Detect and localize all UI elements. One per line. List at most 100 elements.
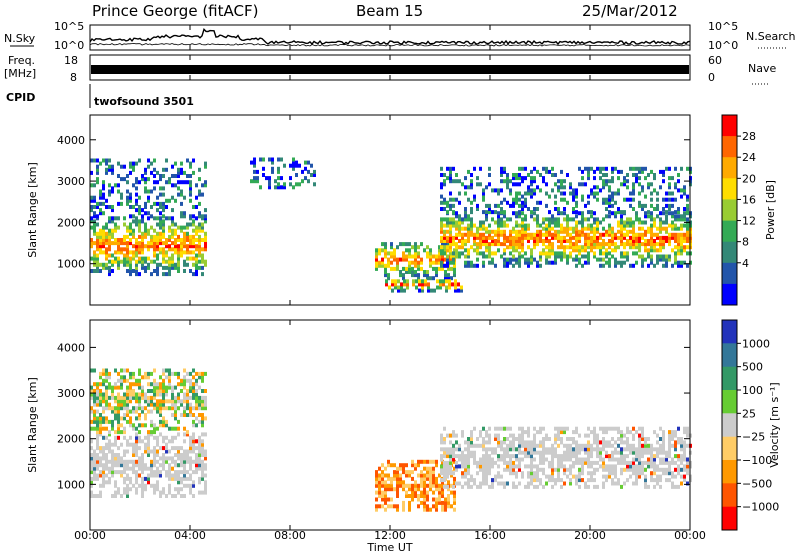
echo-cell — [554, 450, 557, 455]
echo-cell — [99, 395, 102, 400]
nave-right-tick-top: 60 — [708, 54, 722, 67]
echo-cell — [536, 474, 539, 479]
echo-cell — [479, 430, 482, 435]
echo-cell — [111, 259, 114, 264]
echo-cell — [596, 239, 599, 243]
echo-cell — [587, 245, 590, 250]
echo-cell — [512, 471, 515, 476]
echo-cell — [557, 232, 560, 237]
echo-cell — [677, 454, 680, 459]
echo-cell — [114, 442, 117, 447]
echo-cell — [449, 471, 452, 476]
echo-cell — [452, 197, 455, 202]
echo-cell — [198, 228, 201, 233]
echo-cell — [177, 463, 180, 468]
echo-cell — [126, 413, 129, 417]
echo-cell — [668, 460, 671, 465]
echo-cell — [96, 423, 99, 428]
echo-cell — [626, 464, 629, 469]
echo-cell — [581, 248, 584, 253]
echo-cell — [593, 242, 596, 247]
echo-cell — [527, 257, 530, 262]
echo-cell — [171, 231, 174, 236]
echo-cell — [581, 223, 584, 228]
echo-cell — [108, 449, 111, 454]
echo-cell — [650, 254, 653, 259]
echo-cell — [165, 459, 168, 464]
echo-cell — [470, 229, 473, 234]
echo-cell — [581, 211, 584, 216]
echo-cell — [620, 260, 623, 265]
echo-cell — [662, 263, 665, 268]
echo-cell — [530, 457, 533, 462]
echo-cell — [515, 474, 518, 479]
echo-cell — [408, 507, 411, 512]
echo-cell — [629, 229, 632, 234]
echo-cell — [587, 447, 590, 452]
echo-cell — [461, 217, 464, 222]
echo-cell — [147, 435, 150, 440]
echo-cell — [617, 450, 620, 455]
colorbar-tick-label: 500 — [742, 361, 763, 374]
freq-left-label-bottom: [MHz] — [4, 67, 36, 80]
echo-cell — [268, 176, 271, 181]
colorbar-swatch — [722, 366, 737, 391]
echo-cell — [135, 259, 138, 264]
echo-cell — [443, 454, 446, 459]
colorbar-tick-label: −1000 — [742, 501, 779, 514]
echo-cell — [512, 467, 515, 472]
echo-cell — [177, 247, 180, 252]
echo-cell — [623, 235, 626, 240]
echo-cell — [647, 242, 650, 247]
echo-cell — [533, 440, 536, 445]
echo-cell — [503, 426, 506, 431]
echo-cell — [417, 459, 420, 464]
echo-cell — [138, 225, 141, 230]
echo-cell — [144, 222, 147, 227]
echo-cell — [605, 474, 608, 479]
echo-cell — [186, 459, 189, 464]
echo-cell — [686, 426, 689, 431]
echo-cell — [455, 481, 458, 486]
echo-cell — [614, 245, 617, 250]
echo-cell — [512, 229, 515, 234]
echo-cell — [168, 371, 171, 376]
echo-cell — [135, 269, 138, 273]
echo-cell — [105, 238, 108, 242]
echo-cell — [452, 179, 455, 184]
echo-cell — [518, 210, 521, 215]
echo-cell — [449, 447, 452, 452]
echo-cell — [111, 442, 114, 447]
echo-cell — [605, 430, 608, 435]
echo-cell — [503, 239, 506, 243]
echo-cell — [653, 220, 656, 225]
echo-cell — [411, 270, 414, 274]
echo-cell — [656, 191, 659, 196]
echo-cell — [165, 435, 168, 440]
echo-cell — [539, 188, 542, 193]
echo-cell — [159, 446, 162, 451]
echo-cell — [153, 490, 156, 495]
echo-cell — [548, 437, 551, 441]
echo-cell — [482, 242, 485, 247]
y-tick-label: 4000 — [57, 134, 85, 147]
echo-cell — [602, 217, 605, 222]
echo-cell — [563, 454, 566, 459]
echo-cell — [147, 466, 150, 471]
echo-cell — [192, 395, 195, 400]
echo-cell — [638, 226, 641, 231]
echo-cell — [587, 235, 590, 240]
echo-cell — [629, 447, 632, 452]
echo-cell — [449, 226, 452, 231]
echo-cell — [602, 457, 605, 462]
echo-cell — [192, 406, 195, 411]
echo-cell — [444, 497, 447, 502]
echo-cell — [189, 439, 192, 444]
echo-cell — [156, 466, 159, 471]
echo-cell — [650, 169, 653, 174]
y-tick-label: 3000 — [57, 387, 85, 400]
echo-cell — [647, 226, 650, 231]
echo-cell — [204, 432, 207, 437]
echo-cell — [174, 476, 177, 481]
echo-cell — [530, 447, 533, 452]
